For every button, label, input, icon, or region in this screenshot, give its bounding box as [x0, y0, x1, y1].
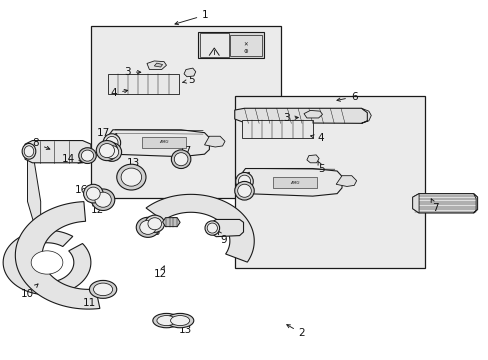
Ellipse shape [121, 168, 142, 186]
Text: 12: 12 [154, 266, 167, 279]
Polygon shape [146, 194, 254, 262]
Ellipse shape [81, 150, 93, 161]
Polygon shape [210, 220, 243, 237]
Bar [272, 177, 316, 188]
Ellipse shape [166, 314, 193, 328]
Text: 13: 13 [126, 158, 140, 172]
Bar [198, 32, 264, 58]
Ellipse shape [235, 172, 253, 190]
Ellipse shape [24, 146, 34, 157]
Ellipse shape [105, 145, 119, 158]
Text: ✕: ✕ [243, 43, 247, 48]
Polygon shape [183, 68, 195, 77]
Polygon shape [107, 134, 117, 151]
Ellipse shape [174, 153, 187, 166]
Text: 12: 12 [90, 203, 103, 216]
Text: 6: 6 [336, 92, 357, 102]
Polygon shape [412, 194, 477, 213]
Text: 3: 3 [283, 113, 298, 123]
Text: 14: 14 [61, 154, 81, 164]
Ellipse shape [145, 215, 164, 232]
Text: 15: 15 [165, 217, 179, 227]
Bar [234, 96, 424, 268]
Text: AMG: AMG [159, 140, 168, 144]
Bar [199, 33, 228, 57]
Ellipse shape [153, 314, 180, 328]
Bar [108, 74, 178, 94]
Polygon shape [107, 130, 209, 157]
Text: 8: 8 [32, 139, 50, 149]
Ellipse shape [136, 217, 159, 237]
Polygon shape [234, 108, 366, 123]
Ellipse shape [105, 136, 118, 149]
Text: 13: 13 [175, 323, 191, 335]
Text: 3: 3 [124, 67, 141, 77]
Ellipse shape [170, 316, 189, 325]
Text: 5: 5 [183, 75, 195, 85]
Ellipse shape [117, 164, 146, 190]
Ellipse shape [93, 283, 112, 296]
Polygon shape [3, 230, 91, 295]
Ellipse shape [207, 223, 217, 233]
Ellipse shape [95, 192, 111, 207]
Ellipse shape [83, 184, 103, 203]
Ellipse shape [96, 140, 118, 161]
Polygon shape [162, 218, 180, 226]
Text: 17: 17 [178, 145, 191, 158]
Ellipse shape [89, 280, 117, 298]
Polygon shape [361, 108, 370, 123]
Ellipse shape [91, 189, 115, 211]
Ellipse shape [140, 220, 156, 234]
Text: 4: 4 [310, 133, 323, 143]
Text: ⊕: ⊕ [243, 49, 247, 54]
Bar [242, 121, 312, 138]
Text: 16: 16 [74, 185, 91, 195]
Polygon shape [27, 159, 41, 223]
Polygon shape [473, 194, 477, 213]
Ellipse shape [204, 221, 219, 235]
Ellipse shape [99, 144, 114, 158]
Text: 1: 1 [175, 10, 208, 25]
Polygon shape [306, 155, 319, 163]
Polygon shape [25, 140, 91, 163]
Polygon shape [304, 111, 322, 118]
Polygon shape [15, 202, 100, 309]
Ellipse shape [171, 150, 190, 168]
Text: 11: 11 [82, 292, 97, 308]
Ellipse shape [157, 316, 176, 325]
Ellipse shape [102, 143, 122, 161]
Text: 5: 5 [317, 161, 324, 174]
Text: 7: 7 [430, 199, 438, 213]
Bar [142, 137, 185, 148]
Text: 10: 10 [21, 284, 38, 299]
Polygon shape [147, 61, 166, 69]
Bar [91, 26, 281, 198]
Ellipse shape [238, 175, 250, 188]
Ellipse shape [237, 184, 251, 197]
Ellipse shape [86, 187, 100, 200]
Ellipse shape [148, 218, 161, 230]
Polygon shape [204, 136, 224, 147]
Text: 9: 9 [218, 231, 227, 245]
Text: 4: 4 [110, 88, 127, 98]
Ellipse shape [22, 143, 36, 159]
Text: 17: 17 [96, 128, 109, 140]
Polygon shape [239, 168, 341, 196]
Polygon shape [412, 194, 418, 213]
Polygon shape [154, 63, 162, 67]
Text: AMG: AMG [289, 180, 299, 185]
Ellipse shape [103, 134, 121, 152]
Bar [229, 35, 261, 56]
Ellipse shape [79, 148, 96, 163]
Text: 16: 16 [148, 227, 161, 237]
Ellipse shape [31, 251, 63, 274]
Polygon shape [239, 172, 249, 191]
Ellipse shape [234, 181, 254, 200]
Polygon shape [335, 176, 356, 186]
Text: 2: 2 [286, 325, 305, 338]
